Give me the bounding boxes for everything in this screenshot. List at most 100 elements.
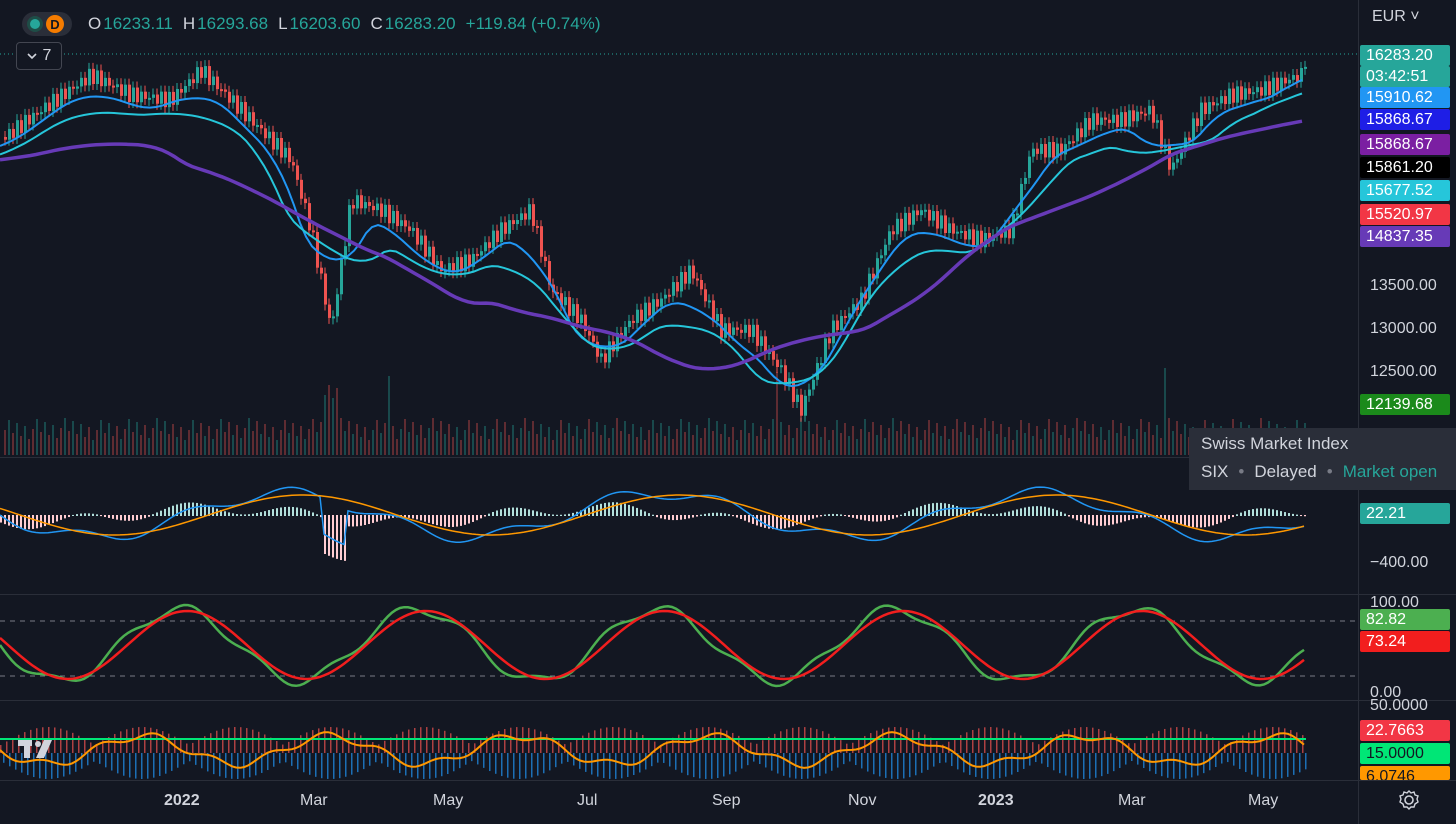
volume-bar [336, 388, 338, 455]
volume-bar [340, 418, 342, 455]
candle-body [548, 261, 551, 285]
macd-histogram-bar [1184, 515, 1186, 526]
adx-histogram-bar [9, 753, 11, 767]
candle-body [128, 84, 131, 102]
macd-histogram-bar [532, 510, 534, 516]
macd-histogram-bar [524, 508, 526, 516]
candle-body [808, 389, 811, 396]
chart-canvas[interactable] [0, 0, 1358, 780]
adx-histogram-bar [426, 727, 428, 753]
volume-bar [236, 425, 238, 455]
volume-bar [1088, 434, 1090, 455]
adx-histogram-bar [534, 729, 536, 753]
indicators-collapse-button[interactable]: 7 [16, 42, 62, 70]
candle-body [1176, 158, 1179, 163]
adx-histogram-bar [1038, 744, 1040, 753]
candle-body [496, 230, 499, 242]
macd-histogram-bar [264, 511, 266, 516]
adx-histogram-bar [318, 728, 320, 753]
macd-histogram-bar [460, 515, 462, 526]
candle-body [788, 378, 791, 385]
macd-histogram-bar [1228, 515, 1230, 519]
price-axis[interactable] [1358, 0, 1456, 780]
adx-histogram-bar [111, 753, 113, 771]
macd-histogram-bar [964, 508, 966, 516]
macd-histogram-bar [320, 515, 322, 518]
macd-histogram-bar [776, 515, 778, 530]
adx-histogram-bar [819, 753, 821, 776]
macd-histogram-bar [840, 514, 842, 516]
macd-histogram-bar [1144, 515, 1146, 518]
adx-histogram-bar [726, 730, 728, 753]
adx-histogram-bar [864, 735, 866, 753]
macd-histogram-bar [48, 515, 50, 525]
tradingview-logo[interactable] [18, 738, 62, 760]
macd-histogram-bar [1068, 515, 1070, 517]
adx-histogram-bar [303, 753, 305, 773]
gear-icon[interactable] [1398, 789, 1420, 811]
adx-histogram-bar [936, 741, 938, 753]
macd-histogram-bar [84, 513, 86, 516]
macd-histogram-bar [528, 509, 530, 516]
volume-bar [1152, 435, 1154, 455]
macd-histogram-bar [228, 512, 230, 516]
volume-bar [92, 440, 94, 455]
adx-histogram-bar [108, 737, 110, 753]
macd-histogram-bar [856, 515, 858, 519]
pane-separator-adx[interactable] [0, 700, 1456, 701]
candle-body [292, 162, 295, 166]
volume-bar [376, 420, 378, 455]
pane-separator-macd[interactable] [0, 457, 1456, 458]
candle-body [568, 297, 571, 316]
macd-histogram-bar [140, 515, 142, 520]
volume-bar [968, 435, 970, 455]
volume-bar [436, 431, 438, 455]
volume-bar [724, 424, 726, 455]
time-axis[interactable] [0, 780, 1358, 824]
candle-body [376, 203, 379, 211]
macd-histogram-bar [692, 515, 694, 518]
macd-histogram-bar [624, 503, 626, 516]
candle-body [904, 212, 907, 232]
macd-histogram-bar [360, 515, 362, 526]
adx-histogram-bar [756, 743, 758, 753]
volume-bar [112, 436, 114, 455]
macd-histogram-bar [1040, 506, 1042, 516]
candle-body [312, 230, 315, 233]
macd-histogram-bar [244, 514, 246, 516]
candle-body [272, 131, 275, 150]
volume-bar [408, 432, 410, 455]
macd-histogram-bar [648, 513, 650, 516]
volume-bar [12, 433, 14, 455]
volume-bar [932, 433, 934, 455]
pane-separator-stoch[interactable] [0, 594, 1456, 595]
macd-histogram-bar [376, 515, 378, 522]
adx-histogram-bar [3, 753, 5, 763]
volume-bar [380, 433, 382, 455]
currency-selector[interactable]: EUR ˅ [1372, 8, 1420, 25]
symbol-status-pill[interactable]: D [22, 12, 72, 36]
adx-histogram-bar [444, 730, 446, 753]
volume-bar [228, 422, 230, 455]
volume-bar [896, 431, 898, 455]
adx-histogram-bar [285, 753, 287, 763]
candle-body [976, 230, 979, 246]
macd-histogram-bar [680, 515, 682, 520]
volume-bar [32, 429, 34, 455]
adx-histogram-bar [654, 741, 656, 753]
adx-histogram-bar [411, 753, 413, 778]
adx-histogram-bar [135, 753, 137, 779]
macd-histogram-bar [100, 515, 102, 517]
volume-bar [420, 425, 422, 455]
candle-body [936, 211, 939, 229]
macd-histogram-bar [948, 503, 950, 516]
adx-histogram-bar [681, 753, 683, 773]
volume-bar [1164, 368, 1166, 455]
candle-body [44, 102, 47, 113]
candle-body [668, 294, 671, 297]
macd-histogram-bar [1056, 510, 1058, 516]
volume-bar [992, 421, 994, 455]
candle-body [112, 85, 115, 88]
volume-bar [204, 436, 206, 455]
candle-body [792, 378, 795, 402]
